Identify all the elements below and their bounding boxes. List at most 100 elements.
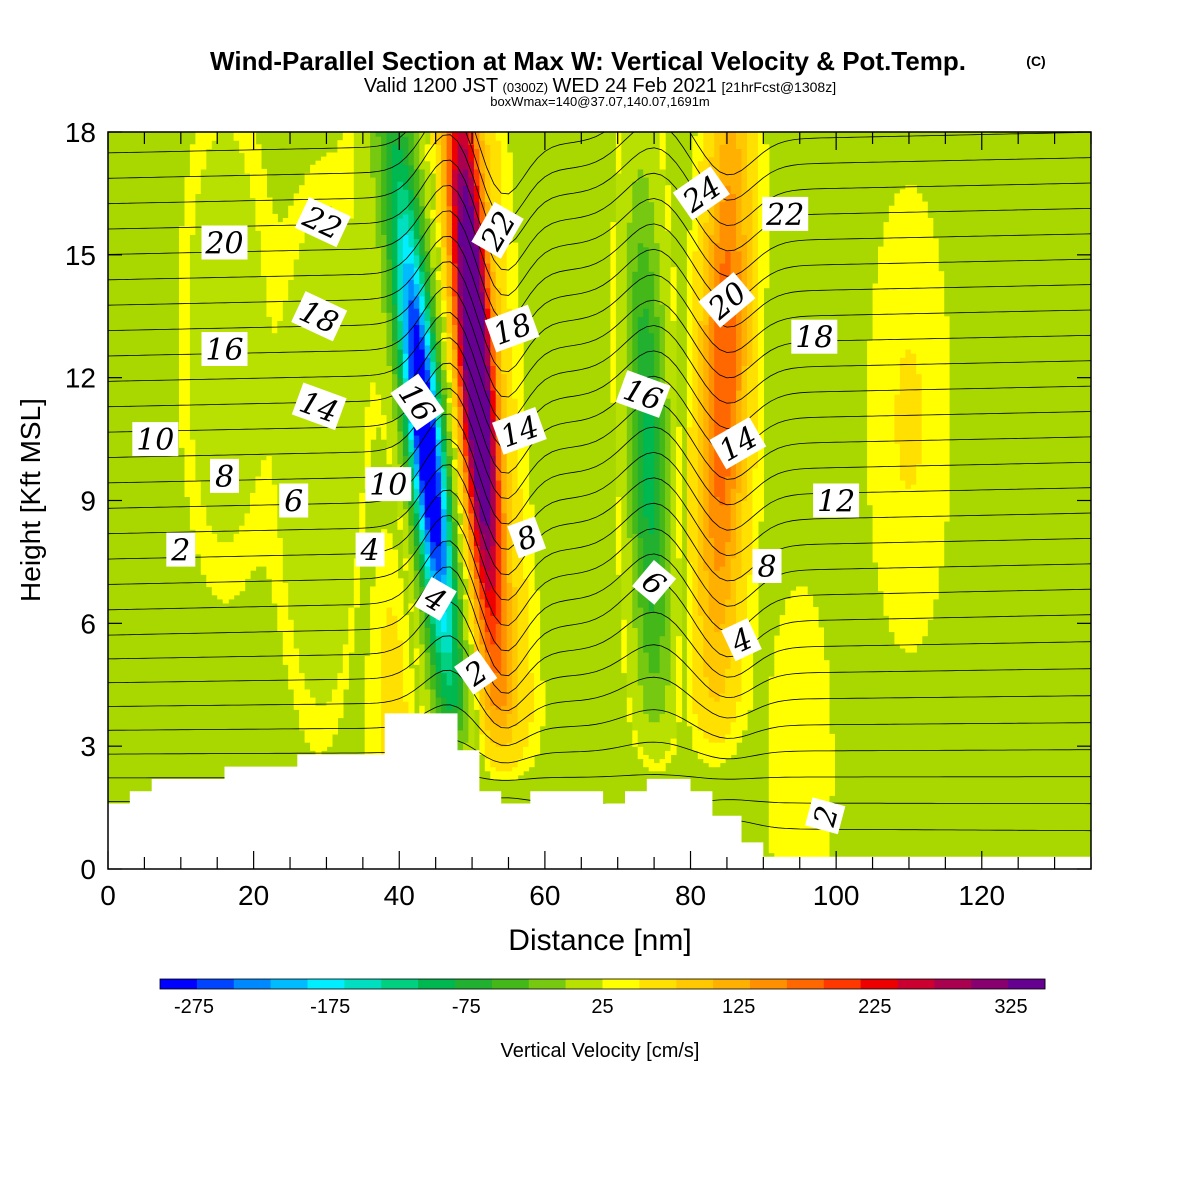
velocity-cell (888, 590, 895, 596)
velocity-cell (277, 553, 284, 559)
velocity-cell (441, 635, 448, 641)
velocity-cell (375, 627, 382, 633)
velocity-cell (501, 750, 508, 755)
velocity-cell (916, 631, 923, 637)
velocity-cell (747, 545, 754, 551)
velocity-cell (299, 533, 306, 538)
velocity-cell (293, 627, 300, 633)
velocity-cell (692, 676, 699, 682)
velocity-cell (828, 746, 835, 751)
velocity-cell (670, 664, 677, 669)
velocity-cell (517, 586, 524, 592)
velocity-cell (452, 623, 459, 628)
velocity-cell (632, 553, 639, 559)
velocity-cell (817, 672, 824, 678)
velocity-cell (910, 611, 917, 616)
velocity-cell (375, 660, 382, 665)
velocity-cell (801, 656, 808, 661)
velocity-cell (255, 557, 262, 563)
velocity-cell (315, 705, 322, 710)
velocity-cell (670, 692, 677, 698)
velocity-cell (779, 668, 786, 674)
velocity-cell (293, 598, 300, 604)
velocity-cell (484, 738, 491, 743)
velocity-cell (490, 635, 497, 641)
velocity-cell (807, 778, 814, 784)
velocity-cell (665, 623, 672, 628)
velocity-cell (741, 566, 748, 571)
velocity-cell (779, 766, 786, 772)
velocity-cell (217, 557, 224, 563)
velocity-cell (490, 668, 497, 674)
velocity-cell (730, 738, 737, 743)
velocity-cell (348, 537, 355, 543)
velocity-cell (288, 635, 295, 641)
velocity-cell (479, 541, 486, 547)
velocity-cell (659, 733, 666, 739)
velocity-cell (774, 754, 781, 760)
velocity-cell (490, 664, 497, 669)
velocity-cell (768, 844, 775, 850)
velocity-cell (326, 578, 333, 583)
velocity-cell (282, 647, 289, 653)
velocity-cell (534, 660, 541, 665)
velocity-cell (424, 688, 431, 694)
velocity-cell (659, 697, 666, 702)
velocity-cell (648, 537, 655, 543)
velocity-cell (370, 709, 377, 714)
velocity-cell (337, 660, 344, 665)
velocity-cell (921, 623, 928, 628)
velocity-cell (468, 537, 475, 543)
velocity-cell (381, 684, 388, 690)
velocity-cell (512, 553, 519, 559)
velocity-cell (812, 611, 819, 616)
velocity-cell (878, 557, 885, 563)
velocity-cell (719, 697, 726, 702)
velocity-cell (479, 619, 486, 624)
velocity-cell (905, 545, 912, 551)
velocity-cell (402, 676, 409, 682)
velocity-cell (408, 570, 415, 575)
velocity-cell (779, 750, 786, 755)
velocity-cell (714, 607, 721, 612)
velocity-cell (801, 639, 808, 645)
velocity-cell (299, 561, 306, 567)
velocity-cell (774, 635, 781, 641)
velocity-cell (495, 590, 502, 596)
velocity-cell (654, 549, 661, 555)
velocity-cell (523, 635, 530, 641)
velocity-cell (905, 627, 912, 633)
velocity-cell (643, 742, 650, 747)
velocity-cell (364, 746, 371, 751)
velocity-cell (370, 660, 377, 665)
velocity-cell (239, 557, 246, 563)
velocity-cell (457, 557, 464, 563)
velocity-cell (632, 660, 639, 665)
velocity-cell (807, 652, 814, 657)
velocity-cell (506, 721, 513, 727)
velocity-cell (402, 643, 409, 649)
velocity-cell (807, 627, 814, 633)
velocity-cell (730, 725, 737, 731)
velocity-cell (419, 566, 426, 571)
velocity-cell (430, 660, 437, 665)
velocity-cell (774, 664, 781, 669)
velocity-cell (823, 791, 830, 796)
velocity-cell (747, 611, 754, 616)
velocity-cell (768, 799, 775, 805)
velocity-cell (632, 725, 639, 731)
velocity-cell (899, 631, 906, 637)
velocity-cell (736, 729, 743, 735)
velocity-cell (523, 672, 530, 678)
velocity-cell (828, 762, 835, 768)
velocity-cell (812, 684, 819, 690)
velocity-cell (430, 668, 437, 674)
velocity-cell (801, 819, 808, 825)
velocity-cell (490, 684, 497, 690)
velocity-cell (730, 574, 737, 579)
velocity-cell (484, 635, 491, 641)
velocity-cell (779, 643, 786, 649)
velocity-cell (435, 652, 442, 657)
velocity-cell (397, 688, 404, 694)
velocity-cell (801, 762, 808, 768)
